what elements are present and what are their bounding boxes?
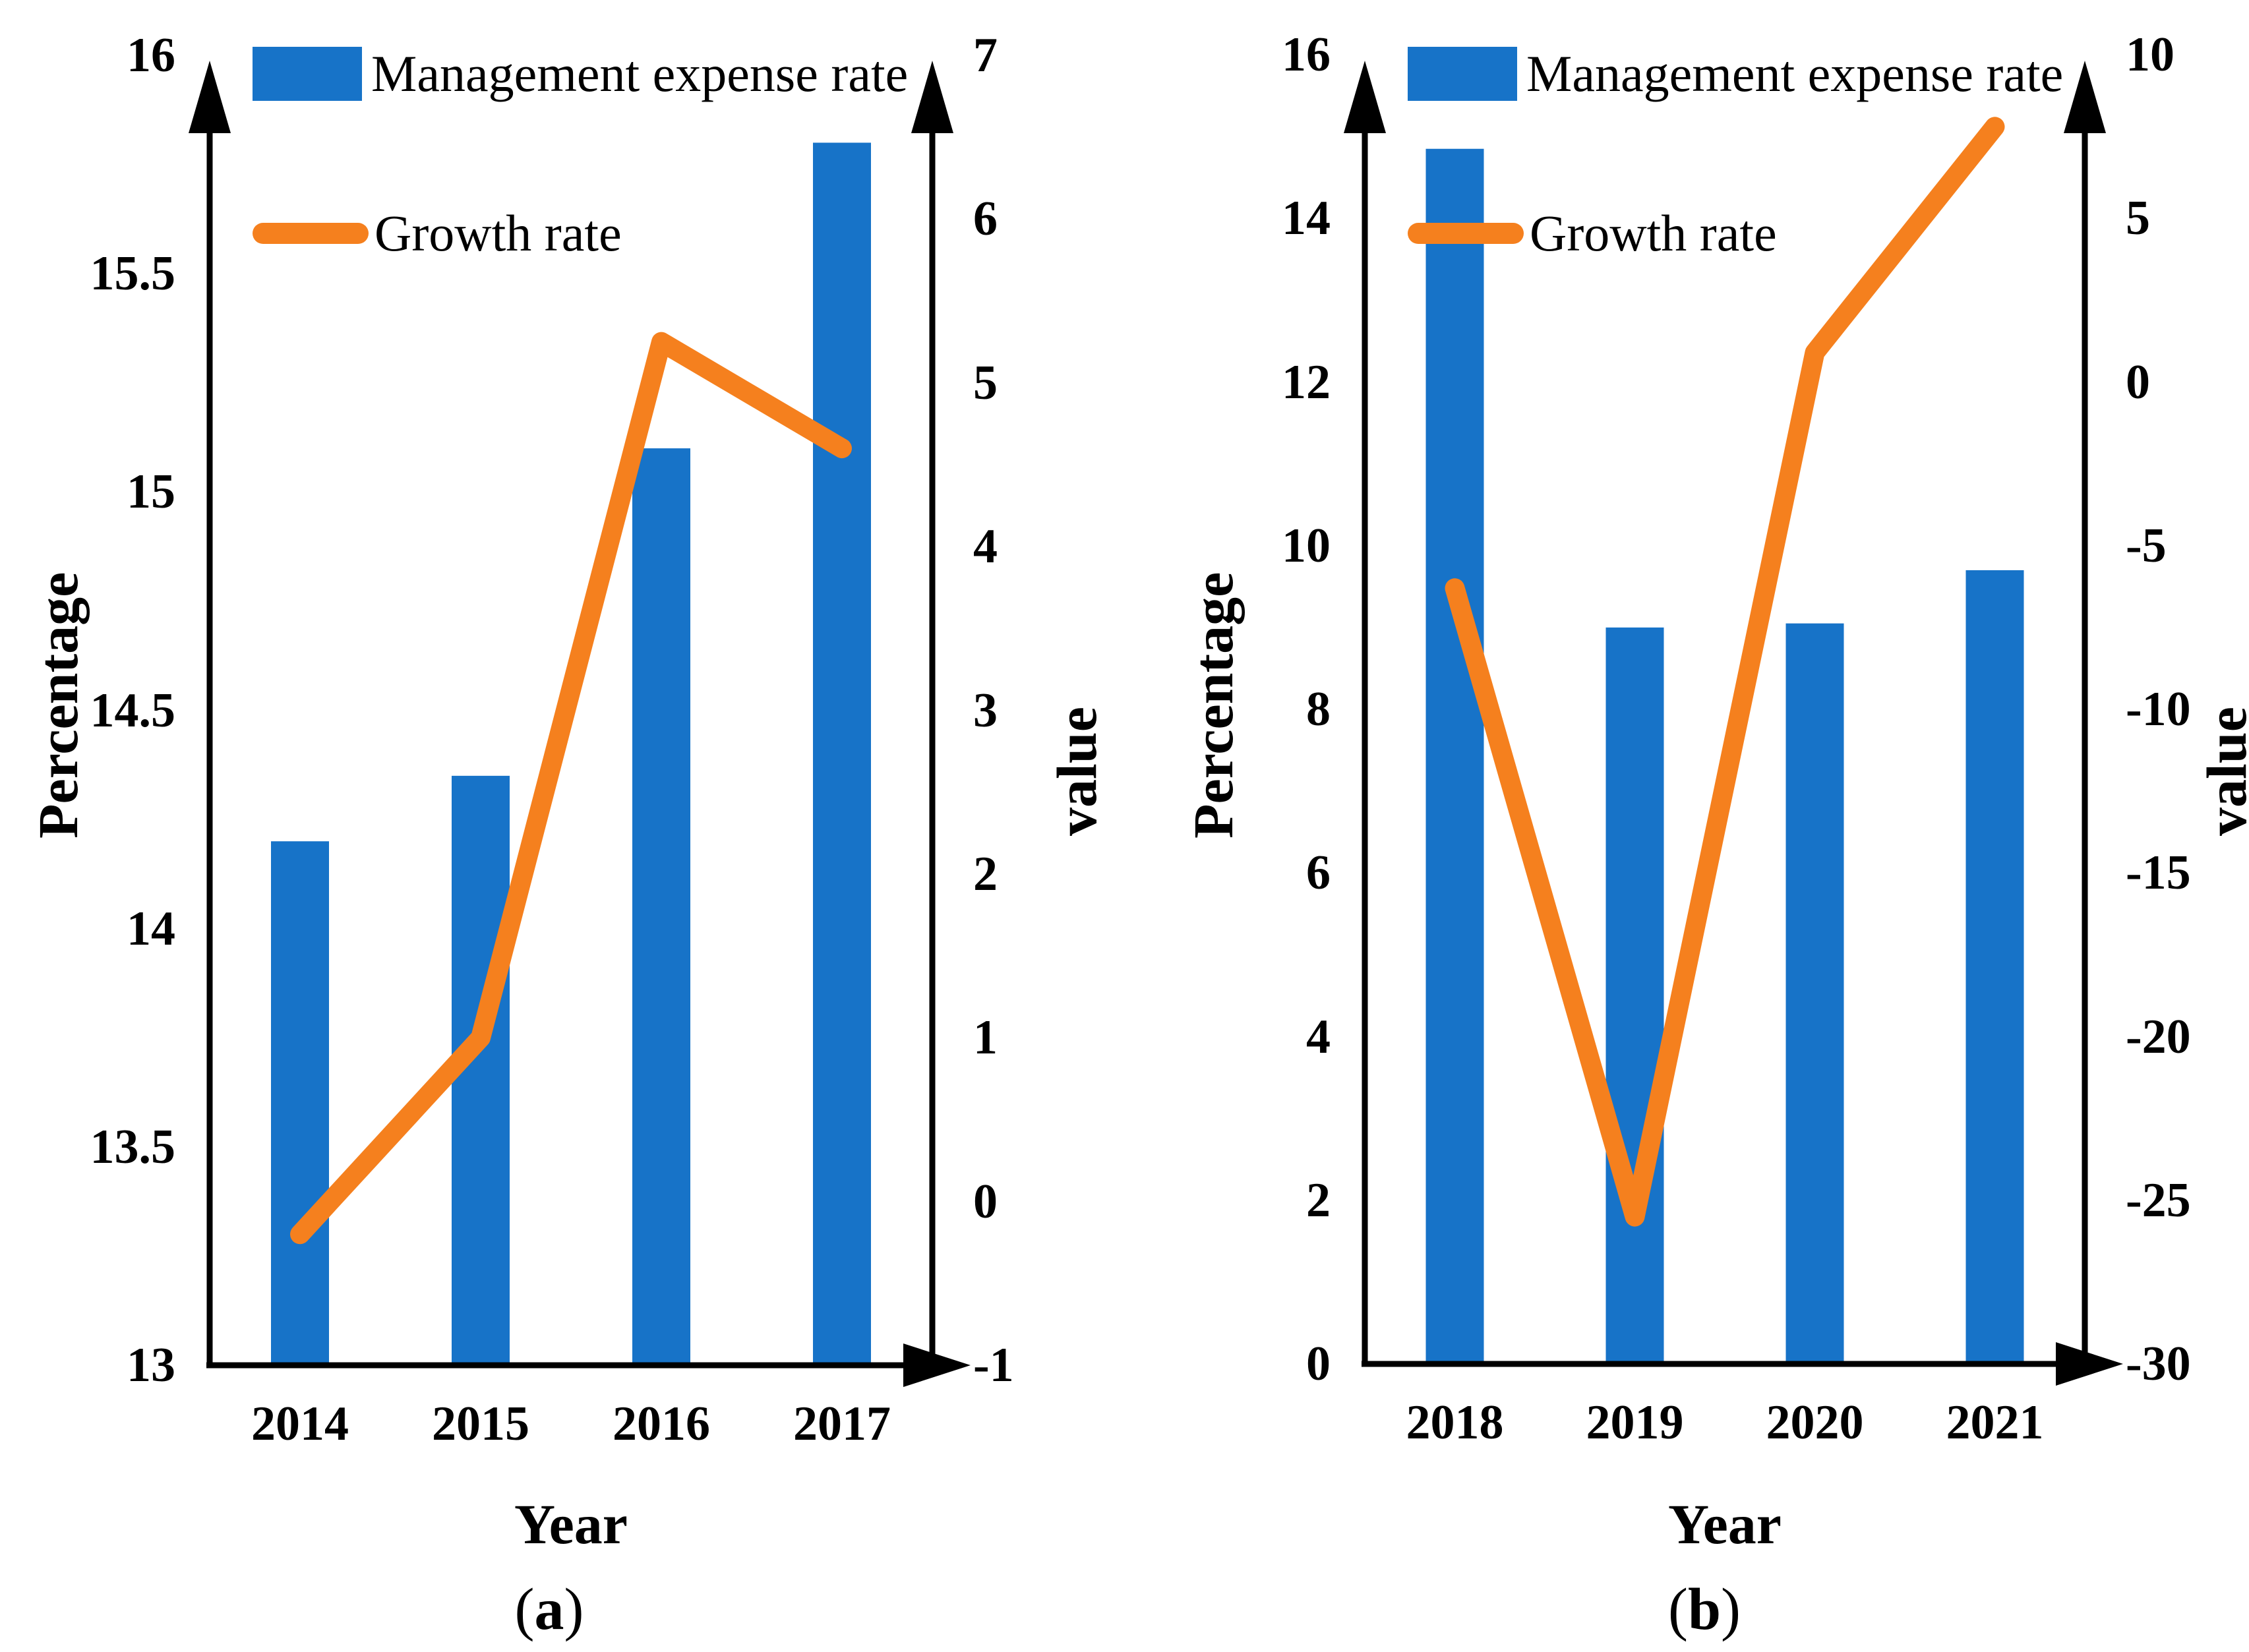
x-axis-arrow-icon [903,1343,971,1387]
growth-rate-line [1445,117,2005,1227]
bar-2021 [1965,570,2024,1364]
right-axis-arrow-icon [2064,61,2106,133]
growth-rate-line [290,332,852,1245]
bar-2017 [813,142,871,1365]
left-axis-arrow-icon [1344,61,1386,133]
left-axis-arrow-icon [189,61,231,133]
bar-2020 [1785,623,1844,1365]
bar-2014 [271,841,329,1365]
x-axis-arrow-icon [2056,1342,2123,1386]
bar-2019 [1605,627,1664,1364]
right-axis-arrow-icon [911,61,953,133]
bar-2018 [1425,148,1484,1364]
bar-2016 [632,448,690,1365]
